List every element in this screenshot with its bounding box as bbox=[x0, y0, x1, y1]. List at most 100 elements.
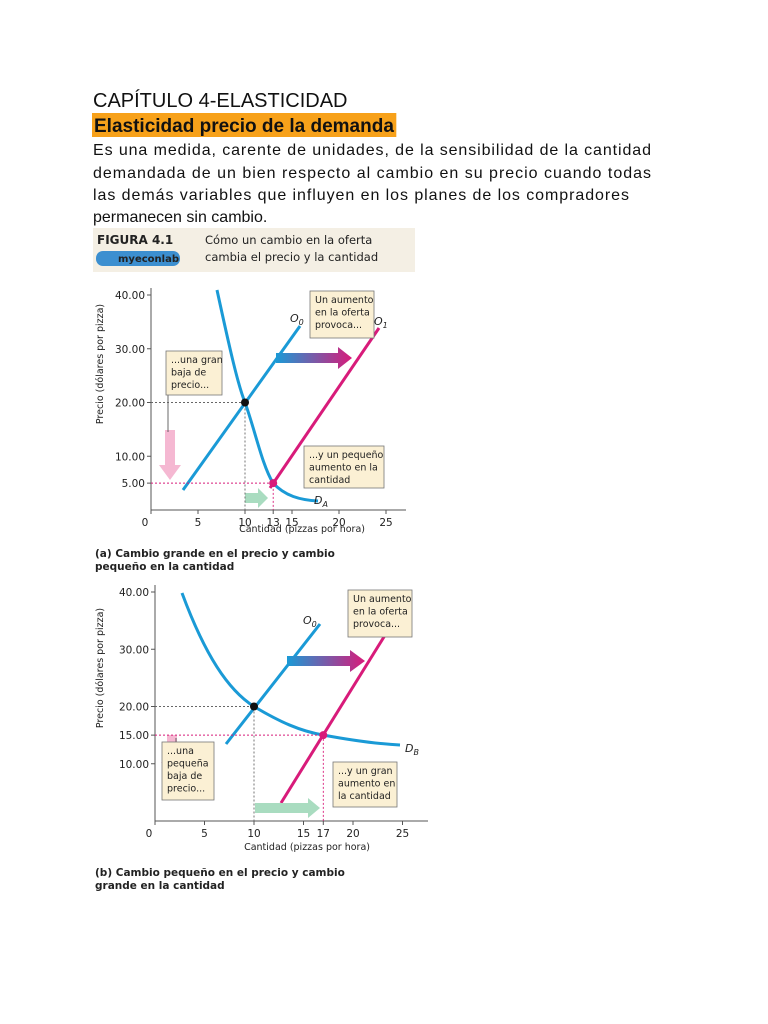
x-tick-label: 0 bbox=[146, 828, 153, 840]
note-text: aumento en la bbox=[309, 463, 378, 474]
note-text: precio... bbox=[171, 380, 209, 391]
note-text: baja de bbox=[167, 771, 202, 782]
curve-letter: O bbox=[374, 315, 383, 328]
quantity-arrow bbox=[245, 488, 268, 508]
section-title: Elasticidad precio de la demanda bbox=[94, 116, 394, 137]
shift-arrow bbox=[276, 347, 352, 369]
note-box bbox=[303, 445, 385, 489]
supply-curve bbox=[268, 327, 381, 489]
text-line: Es una medida, carente de unidades, de l… bbox=[93, 142, 651, 159]
x-tick-label: 25 bbox=[396, 828, 409, 840]
caption: (a) Cambio grande en el precio y cambio bbox=[95, 548, 335, 560]
note-box bbox=[161, 741, 215, 801]
supply-curve bbox=[279, 631, 389, 804]
note-box bbox=[347, 589, 413, 638]
guide-line bbox=[151, 482, 274, 510]
figure-title: cambia el precio y la cantidad bbox=[205, 250, 378, 264]
note-text: pequeña bbox=[167, 759, 209, 770]
x-tick-label: 25 bbox=[379, 517, 392, 529]
demand-curve bbox=[215, 289, 319, 503]
note-text: en la oferta bbox=[315, 308, 370, 319]
note-text: Un aumento bbox=[315, 295, 374, 306]
curve-label: O0 bbox=[303, 614, 317, 629]
note-text: ...una gran bbox=[171, 355, 223, 366]
paragraph: Es una medida, carente de unidades, de l… bbox=[93, 142, 651, 226]
note-text: ...y un pequeño bbox=[309, 450, 384, 461]
x-tick-label: 10 bbox=[238, 517, 251, 529]
note-text: precio... bbox=[167, 784, 205, 795]
note-box bbox=[165, 350, 223, 396]
curve-subscript: B bbox=[413, 748, 419, 757]
x-axis-label: Cantidad (pizzas por hora) bbox=[239, 524, 365, 535]
x-tick-label: 15 bbox=[285, 517, 298, 529]
x-tick-label: 0 bbox=[142, 517, 149, 529]
curve-subscript: A bbox=[321, 500, 327, 509]
figure-title: Cómo un cambio en la oferta bbox=[205, 233, 372, 247]
curve-letter: D bbox=[314, 494, 322, 507]
note-text: cantidad bbox=[309, 475, 350, 486]
x-tick-label: 5 bbox=[201, 828, 208, 840]
curve-subscript: 0 bbox=[312, 620, 317, 629]
y-tick-label: 15.00 bbox=[119, 730, 149, 742]
x-tick-label: 15 bbox=[297, 828, 310, 840]
note-text: provoca... bbox=[315, 320, 362, 331]
text-line: demandada de un bien respecto al cambio … bbox=[93, 165, 651, 182]
logo-bg bbox=[96, 251, 180, 266]
curve-label: O1 bbox=[374, 315, 388, 330]
equilibrium-point bbox=[250, 702, 258, 711]
curve-letter: O bbox=[290, 312, 299, 325]
note-text: en la oferta bbox=[353, 607, 408, 618]
y-tick-label: 30.00 bbox=[119, 644, 149, 656]
curve-subscript: 0 bbox=[299, 318, 304, 327]
y-axis-label: Precio (dólares por pizza) bbox=[95, 608, 106, 728]
note-text: provoca... bbox=[353, 619, 400, 630]
y-tick-label: 40.00 bbox=[115, 290, 145, 302]
note-box bbox=[332, 761, 398, 808]
curves-b bbox=[180, 592, 401, 804]
note-text: baja de bbox=[171, 368, 206, 379]
shift-arrow bbox=[287, 650, 365, 672]
x-tick-label: 13 bbox=[267, 517, 280, 529]
page-title: CAPÍTULO 4-ELASTICIDAD bbox=[93, 89, 348, 112]
price-arrow bbox=[159, 430, 181, 480]
figure-label: FIGURA 4.1 bbox=[97, 233, 173, 247]
equilibrium-point bbox=[319, 731, 328, 740]
equilibrium-point bbox=[269, 479, 278, 488]
note-box bbox=[309, 290, 375, 339]
equilibrium-point bbox=[241, 398, 249, 407]
x-tick-label: 17 bbox=[317, 828, 330, 840]
caption: pequeño en la cantidad bbox=[95, 561, 234, 573]
y-axis-label: Precio (dólares por pizza) bbox=[95, 304, 106, 424]
demand-curve bbox=[180, 592, 401, 747]
note-text: la cantidad bbox=[338, 791, 391, 802]
y-tick-label: 10.00 bbox=[119, 759, 149, 771]
x-axis-label: Cantidad (pizzas por hora) bbox=[244, 842, 370, 853]
curve-label: DA bbox=[314, 494, 328, 509]
y-tick-label: 20.00 bbox=[115, 398, 145, 410]
y-tick-label: 10.00 bbox=[115, 451, 145, 463]
quantity-arrow bbox=[255, 798, 320, 818]
note-text: ...y un gran bbox=[338, 766, 393, 777]
curve-label: DB bbox=[405, 742, 419, 757]
text-line: las demás variables que influyen en los … bbox=[93, 187, 629, 204]
note-text: Un aumento bbox=[353, 594, 412, 605]
curve-label: O0 bbox=[290, 312, 304, 327]
caption: grande en la cantidad bbox=[95, 880, 225, 892]
logo: myeconlab bbox=[118, 254, 179, 265]
curve-letter: O bbox=[303, 614, 312, 627]
curve-letter: D bbox=[405, 742, 413, 755]
x-tick-label: 5 bbox=[195, 517, 202, 529]
x-tick-label: 20 bbox=[332, 517, 345, 529]
y-tick-label: 5.00 bbox=[122, 478, 145, 490]
caption: (b) Cambio pequeño en el precio y cambio bbox=[95, 867, 345, 879]
y-tick-label: 20.00 bbox=[119, 702, 149, 714]
guide-line bbox=[155, 706, 255, 821]
x-tick-label: 20 bbox=[346, 828, 359, 840]
y-tick-label: 30.00 bbox=[115, 344, 145, 356]
text-line: permanecen sin cambio. bbox=[93, 209, 267, 226]
note-text: aumento en bbox=[338, 779, 395, 790]
supply-curve bbox=[224, 623, 322, 745]
curve-subscript: 1 bbox=[383, 321, 388, 330]
y-tick-label: 40.00 bbox=[119, 587, 149, 599]
